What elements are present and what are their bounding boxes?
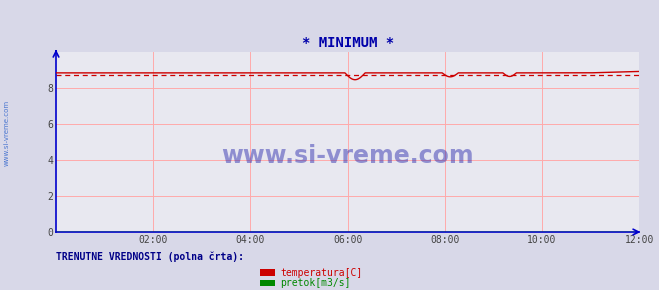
Text: pretok[m3/s]: pretok[m3/s] bbox=[280, 278, 351, 288]
Text: www.si-vreme.com: www.si-vreme.com bbox=[221, 144, 474, 168]
Text: www.si-vreme.com: www.si-vreme.com bbox=[3, 100, 10, 166]
Text: TRENUTNE VREDNOSTI (polna črta):: TRENUTNE VREDNOSTI (polna črta): bbox=[56, 251, 244, 262]
Title: * MINIMUM *: * MINIMUM * bbox=[302, 36, 393, 50]
Text: temperatura[C]: temperatura[C] bbox=[280, 268, 362, 278]
